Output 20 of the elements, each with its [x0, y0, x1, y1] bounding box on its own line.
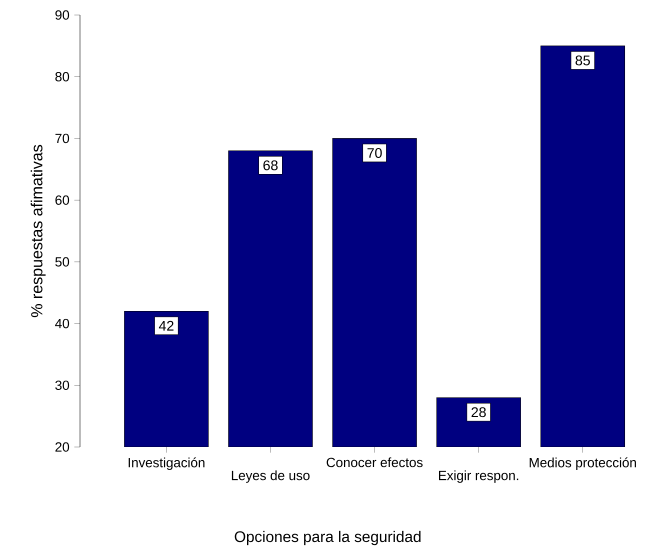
x-axis-title: Opciones para la seguridad	[234, 530, 421, 546]
x-tick-label: Exigir respon.	[438, 470, 518, 483]
data-label: 70	[368, 148, 382, 158]
data-label: 68	[263, 160, 278, 170]
x-tick-label: Leyes de uso	[232, 470, 310, 483]
y-tick-label: 30	[55, 380, 70, 390]
y-tick-label: 80	[55, 72, 70, 82]
x-tick-label: Conocer efectos	[326, 457, 423, 468]
y-axis-title: % respuestas afimativas	[30, 144, 46, 318]
data-label: 42	[158, 320, 174, 331]
y-tick-label: 60	[55, 195, 70, 205]
data-label: 28	[472, 407, 486, 418]
y-tick-label: 20	[55, 442, 70, 452]
x-tick-label: Investigación	[128, 457, 204, 470]
data-label: 85	[576, 55, 590, 66]
x-tick-label: Medios protección	[530, 457, 636, 470]
y-tick-label: 70	[55, 134, 70, 144]
y-tick-label: 50	[55, 257, 70, 267]
y-tick-label: 40	[55, 318, 70, 328]
y-tick-label: 90	[55, 10, 70, 20]
